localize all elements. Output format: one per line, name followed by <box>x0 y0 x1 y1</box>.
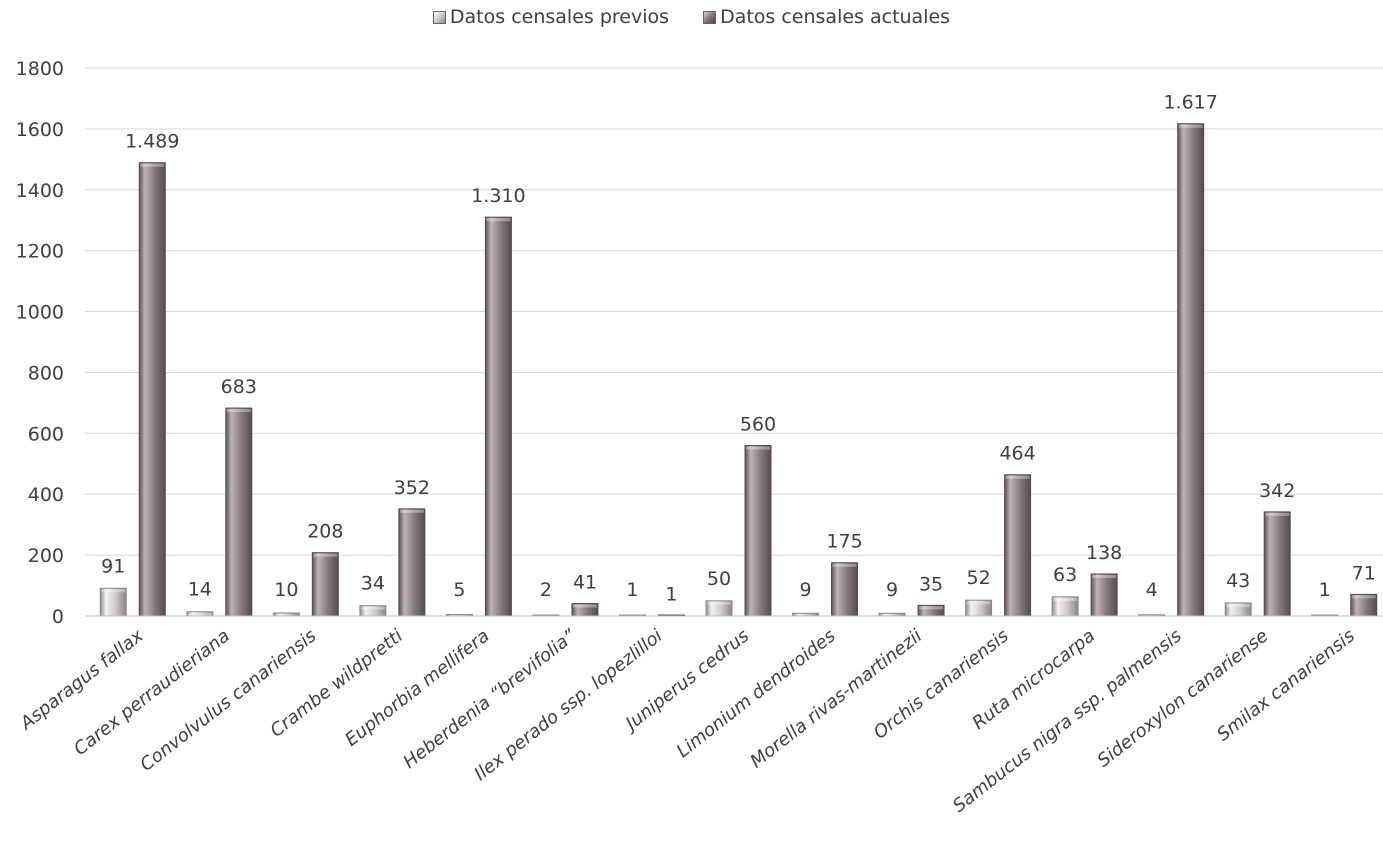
y-tick-label: 1800 <box>16 58 64 80</box>
data-label-current: 41 <box>573 572 597 594</box>
bar-previous-bevel <box>966 601 991 605</box>
bar-current <box>138 162 166 617</box>
x-tick-label: Heberdenia “brevifolia” <box>399 625 580 773</box>
x-tick-label: Morella rivas-martinezii <box>746 625 926 772</box>
bar-current <box>1004 474 1032 617</box>
y-tick-label: 1200 <box>16 241 64 263</box>
legend-item-previous: Datos censales previos <box>432 6 670 28</box>
legend: Datos censales previos Datos censales ac… <box>0 6 1383 28</box>
bar-current-bevel <box>1351 595 1376 599</box>
data-label-previous: 50 <box>707 568 731 590</box>
bar-previous <box>99 587 127 617</box>
data-label-current: 683 <box>221 376 257 398</box>
bar-previous-bevel <box>101 589 126 593</box>
bar-current-bevel <box>226 409 251 413</box>
data-label-current: 352 <box>394 477 430 499</box>
data-label-previous: 14 <box>188 579 212 601</box>
data-label-previous: 2 <box>540 579 552 601</box>
bar-current <box>398 508 426 617</box>
bar-current-bevel <box>919 606 944 610</box>
data-label-current: 71 <box>1352 562 1376 584</box>
bar-current-bevel <box>832 563 857 567</box>
data-label-previous: 9 <box>799 579 811 601</box>
bar-current-bevel <box>140 163 165 167</box>
data-label-current: 175 <box>826 531 862 553</box>
data-label-previous: 52 <box>967 567 991 589</box>
data-label-previous: 9 <box>886 579 898 601</box>
bar-current-bevel <box>1178 124 1203 128</box>
x-tick-label: Euphorbia mellifera <box>341 625 493 750</box>
bar-previous-bevel <box>1226 603 1251 607</box>
bar-current-bevel <box>486 218 511 222</box>
data-label-previous: 4 <box>1146 579 1158 601</box>
bar-current-bevel <box>313 553 338 557</box>
bar-current <box>744 445 772 617</box>
data-label-current: 1.489 <box>125 131 179 153</box>
bar-current <box>484 216 512 617</box>
bar-current <box>831 562 859 617</box>
y-tick-label: 600 <box>28 423 64 445</box>
bar-previous-bevel <box>360 606 385 610</box>
x-tick-label: Limonium dendroides <box>673 625 840 762</box>
bar-current-bevel <box>1265 512 1290 516</box>
data-label-current: 208 <box>307 521 343 543</box>
bar-previous-bevel <box>187 612 212 616</box>
data-label-current: 138 <box>1086 542 1122 564</box>
y-tick-label: 1000 <box>16 302 64 324</box>
y-tick-label: 1600 <box>16 119 64 141</box>
data-label-current: 1 <box>665 584 677 606</box>
bar-current-bevel <box>572 604 597 608</box>
x-tick-label: Carex perraudieriana <box>70 625 234 759</box>
data-label-previous: 1 <box>1319 579 1331 601</box>
legend-item-current: Datos censales actuales <box>703 6 950 28</box>
data-label-current: 560 <box>740 414 776 436</box>
y-tick-label: 1400 <box>16 180 64 202</box>
data-label-current: 464 <box>999 443 1035 465</box>
bar-current-bevel <box>399 509 424 513</box>
data-label-current: 1.617 <box>1163 92 1217 114</box>
data-label-current: 342 <box>1259 480 1295 502</box>
y-tick-label: 800 <box>28 362 64 384</box>
bar-previous-bevel <box>707 601 731 605</box>
x-tick-label: Sideroxylon canariense <box>1093 625 1272 771</box>
bar-current-bevel <box>1092 574 1117 578</box>
y-tick-label: 0 <box>52 606 64 628</box>
bar-current <box>1090 573 1118 617</box>
y-tick-label: 200 <box>28 545 64 567</box>
data-label-previous: 43 <box>1226 570 1250 592</box>
bar-previous-bevel <box>1053 597 1078 601</box>
data-label-previous: 10 <box>274 579 298 601</box>
legend-swatch-current <box>703 11 717 24</box>
legend-swatch-previous <box>432 11 446 24</box>
data-label-previous: 63 <box>1053 564 1077 586</box>
bar-current <box>1263 511 1291 617</box>
y-tick-label: 400 <box>28 484 64 506</box>
data-label-current: 1.310 <box>471 185 525 207</box>
data-label-previous: 1 <box>626 579 638 601</box>
bar-current-bevel <box>746 446 770 450</box>
bar-current <box>311 552 339 617</box>
bar-current <box>225 407 253 617</box>
bar-current-bevel <box>1005 475 1030 479</box>
data-label-current: 35 <box>919 573 943 595</box>
data-label-previous: 34 <box>361 573 385 595</box>
x-tick-label: Convolvulus canariensis <box>136 625 320 775</box>
data-label-previous: 91 <box>101 555 125 577</box>
legend-label-current: Datos censales actuales <box>720 6 951 28</box>
legend-label-previous: Datos censales previos <box>449 6 670 28</box>
data-label-previous: 5 <box>453 579 465 601</box>
bar-current <box>1177 123 1205 617</box>
